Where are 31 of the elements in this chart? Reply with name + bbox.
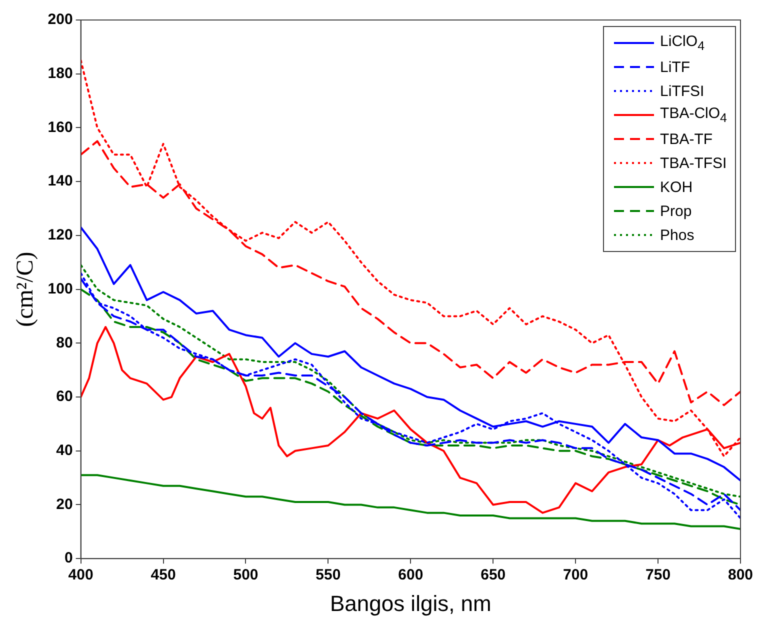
y-tick-label: 140	[48, 172, 73, 190]
x-tick-label: 400	[68, 566, 94, 584]
legend-label: KOH	[660, 178, 693, 196]
legend-label: Prop	[660, 202, 692, 220]
y-tick-label: 100	[48, 280, 73, 298]
x-tick-label: 600	[398, 566, 424, 584]
y-tick-label: 60	[56, 388, 73, 406]
legend-label: TBA-ClO$_{4}$	[660, 105, 727, 125]
x-tick-label: 700	[563, 566, 588, 584]
legend-label: TBA-TF	[660, 130, 713, 148]
y-tick-label: 20	[56, 496, 73, 513]
x-tick-label: 650	[480, 566, 506, 584]
x-tick-label: 450	[150, 566, 176, 584]
legend-label: LiClO$_{4}$	[660, 33, 705, 53]
y-tick-label: 120	[48, 226, 73, 244]
y-tick-label: 80	[56, 334, 73, 352]
x-tick-label: 800	[728, 566, 753, 584]
legend-label: LiTF	[660, 58, 690, 76]
x-tick-label: 550	[316, 566, 341, 584]
x-tick-label: 750	[646, 566, 671, 584]
y-tick-label: 40	[56, 442, 73, 460]
y-tick-label: 0	[64, 550, 73, 567]
y-tick-label: 200	[48, 11, 73, 28]
legend-label: LiTFSI	[660, 82, 704, 100]
y-axis-title: (cm²/C)	[12, 252, 39, 327]
legend-label: Phos	[660, 226, 694, 244]
legend-label: TBA-TFSI	[660, 154, 727, 172]
x-axis-title: Bangos ilgis, nm	[330, 590, 492, 616]
y-tick-label: 180	[48, 65, 73, 82]
x-tick-label: 500	[233, 566, 258, 584]
y-tick-label: 160	[48, 118, 73, 136]
